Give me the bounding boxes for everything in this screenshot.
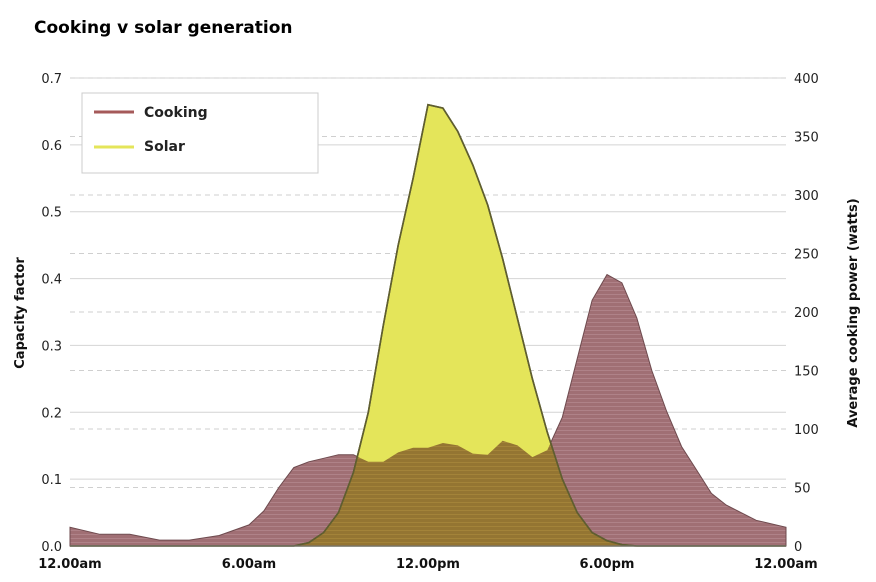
left-tick-label: 0.7 [41,72,62,87]
left-tick-label: 0.0 [41,540,62,555]
right-tick-label: 250 [794,248,819,263]
right-tick-label: 50 [794,482,811,497]
right-tick-label: 100 [794,423,819,438]
left-tick-label: 0.5 [41,206,62,221]
left-tick-label: 0.1 [41,473,62,488]
left-tick-label: 0.2 [41,406,62,421]
left-tick-label: 0.6 [41,139,62,154]
x-tick-label: 12.00pm [396,557,460,572]
x-tick-label: 12.00am [38,557,101,572]
legend-label-solar: Solar [144,139,185,155]
right-axis-ticks: 0 50 100 150 200 250 300 350 400 [794,72,819,555]
solar-outline [70,103,786,547]
right-tick-label: 200 [794,306,819,321]
left-tick-label: 0.4 [41,273,62,288]
x-tick-label: 6.00pm [580,557,635,572]
right-tick-label: 150 [794,365,819,380]
right-tick-label: 300 [794,189,819,204]
x-tick-label: 6.00am [222,557,276,572]
legend-box [81,92,319,174]
x-tick-label: 12.00am [754,557,817,572]
right-axis-title: Average cooking power (watts) [846,198,861,427]
right-tick-label: 350 [794,131,819,146]
right-tick-label: 0 [794,540,802,555]
left-axis-ticks: 0.0 0.1 0.2 0.3 0.4 0.5 0.6 0.7 [41,72,62,555]
left-tick-label: 0.3 [41,339,62,354]
legend-label-cooking: Cooking [144,105,208,121]
right-tick-label: 400 [794,72,819,87]
left-axis-title: Capacity factor [13,257,28,369]
legend: Cooking Solar [81,92,319,174]
x-axis-ticks: 12.00am 6.00am 12.00pm 6.00pm 12.00am [38,557,817,572]
chart-title: Cooking v solar generation [34,18,292,38]
